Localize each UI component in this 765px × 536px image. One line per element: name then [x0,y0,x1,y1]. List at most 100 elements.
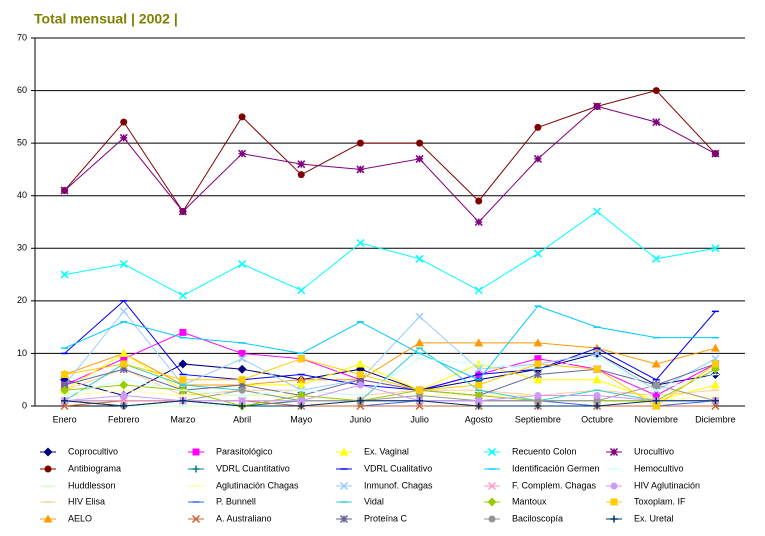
marker [533,370,542,379]
series-line [64,347,716,402]
marker [297,355,305,363]
legend-label: Recuento Colon [512,446,577,456]
marker [652,397,660,405]
marker [710,380,720,389]
marker [60,270,69,279]
y-tick-label: 0 [22,400,27,410]
marker [593,365,601,373]
marker [60,186,69,195]
series [61,355,719,410]
marker [297,160,306,169]
legend-label: Ex. Uretal [634,513,674,523]
marker [238,397,246,405]
marker [593,397,601,405]
marker [60,385,70,395]
marker [119,307,128,316]
marker [339,514,349,524]
y-tick-label: 10 [17,348,27,358]
x-tick-label: Febrero [108,414,140,424]
marker [296,390,306,400]
marker [238,260,247,269]
marker [475,381,483,389]
marker [474,217,483,227]
legend-label: HIV Aglutinación [634,480,700,490]
marker [415,338,425,347]
series-line [64,90,716,213]
marker [238,113,246,121]
legend-label: Urocultivo [634,446,674,456]
marker [652,87,660,95]
marker [488,515,496,523]
y-tick-label: 50 [17,138,27,148]
marker [487,497,497,507]
marker [533,375,543,384]
marker [43,447,53,457]
marker [487,481,497,491]
series-line [64,363,716,396]
marker [179,328,187,336]
legend-label: P. Bunnell [216,496,256,506]
marker [610,515,618,523]
marker [119,380,129,390]
marker [356,381,364,389]
marker [178,359,188,369]
marker [651,359,661,368]
marker [415,154,424,163]
marker [593,207,602,216]
marker [416,397,424,405]
marker [610,482,618,490]
legend-label: Toxoplam. IF [634,496,686,506]
marker [296,380,306,389]
marker [192,465,200,473]
legend-label: Aglutinación Chagas [216,480,299,490]
series [61,357,719,397]
marker [592,375,602,384]
legend-label: Vidal [364,496,384,506]
series [60,207,720,300]
legend-label: Hemocultivo [634,463,684,473]
marker [44,465,52,473]
marker [119,365,128,374]
marker [339,447,349,456]
marker [297,402,305,410]
legend-label: A. Australiano [216,513,272,523]
series-line [64,300,716,391]
marker [356,165,365,174]
marker [355,359,365,368]
series-line [64,342,716,386]
series-line [64,358,716,407]
marker [711,360,719,368]
marker [474,338,484,347]
marker [356,397,364,405]
marker [178,291,187,300]
marker [191,514,201,524]
legend-label: Ex. Vaginal [364,446,409,456]
marker [534,360,542,368]
marker [356,370,364,378]
marker [238,402,246,410]
series [61,381,719,405]
legend-label: Mantoux [512,496,547,506]
marker [593,102,602,111]
marker [475,197,483,205]
marker [652,381,660,389]
legend-label: Coprocultivo [68,446,118,456]
x-tick-label: Mayo [290,414,312,424]
marker [119,133,128,142]
y-tick-label: 40 [17,190,27,200]
marker [533,338,543,347]
series [60,338,720,389]
marker [179,397,187,405]
x-tick-label: Junio [350,414,372,424]
marker [416,391,424,399]
marker [238,354,247,363]
marker [356,139,364,147]
legend: Coprocultivo Antibiograma Huddlesson HIV El… [40,446,700,523]
marker [238,149,247,158]
marker [179,376,187,384]
marker [119,348,129,357]
marker [609,447,619,457]
marker [711,244,720,253]
marker [356,375,365,384]
marker [178,207,187,216]
